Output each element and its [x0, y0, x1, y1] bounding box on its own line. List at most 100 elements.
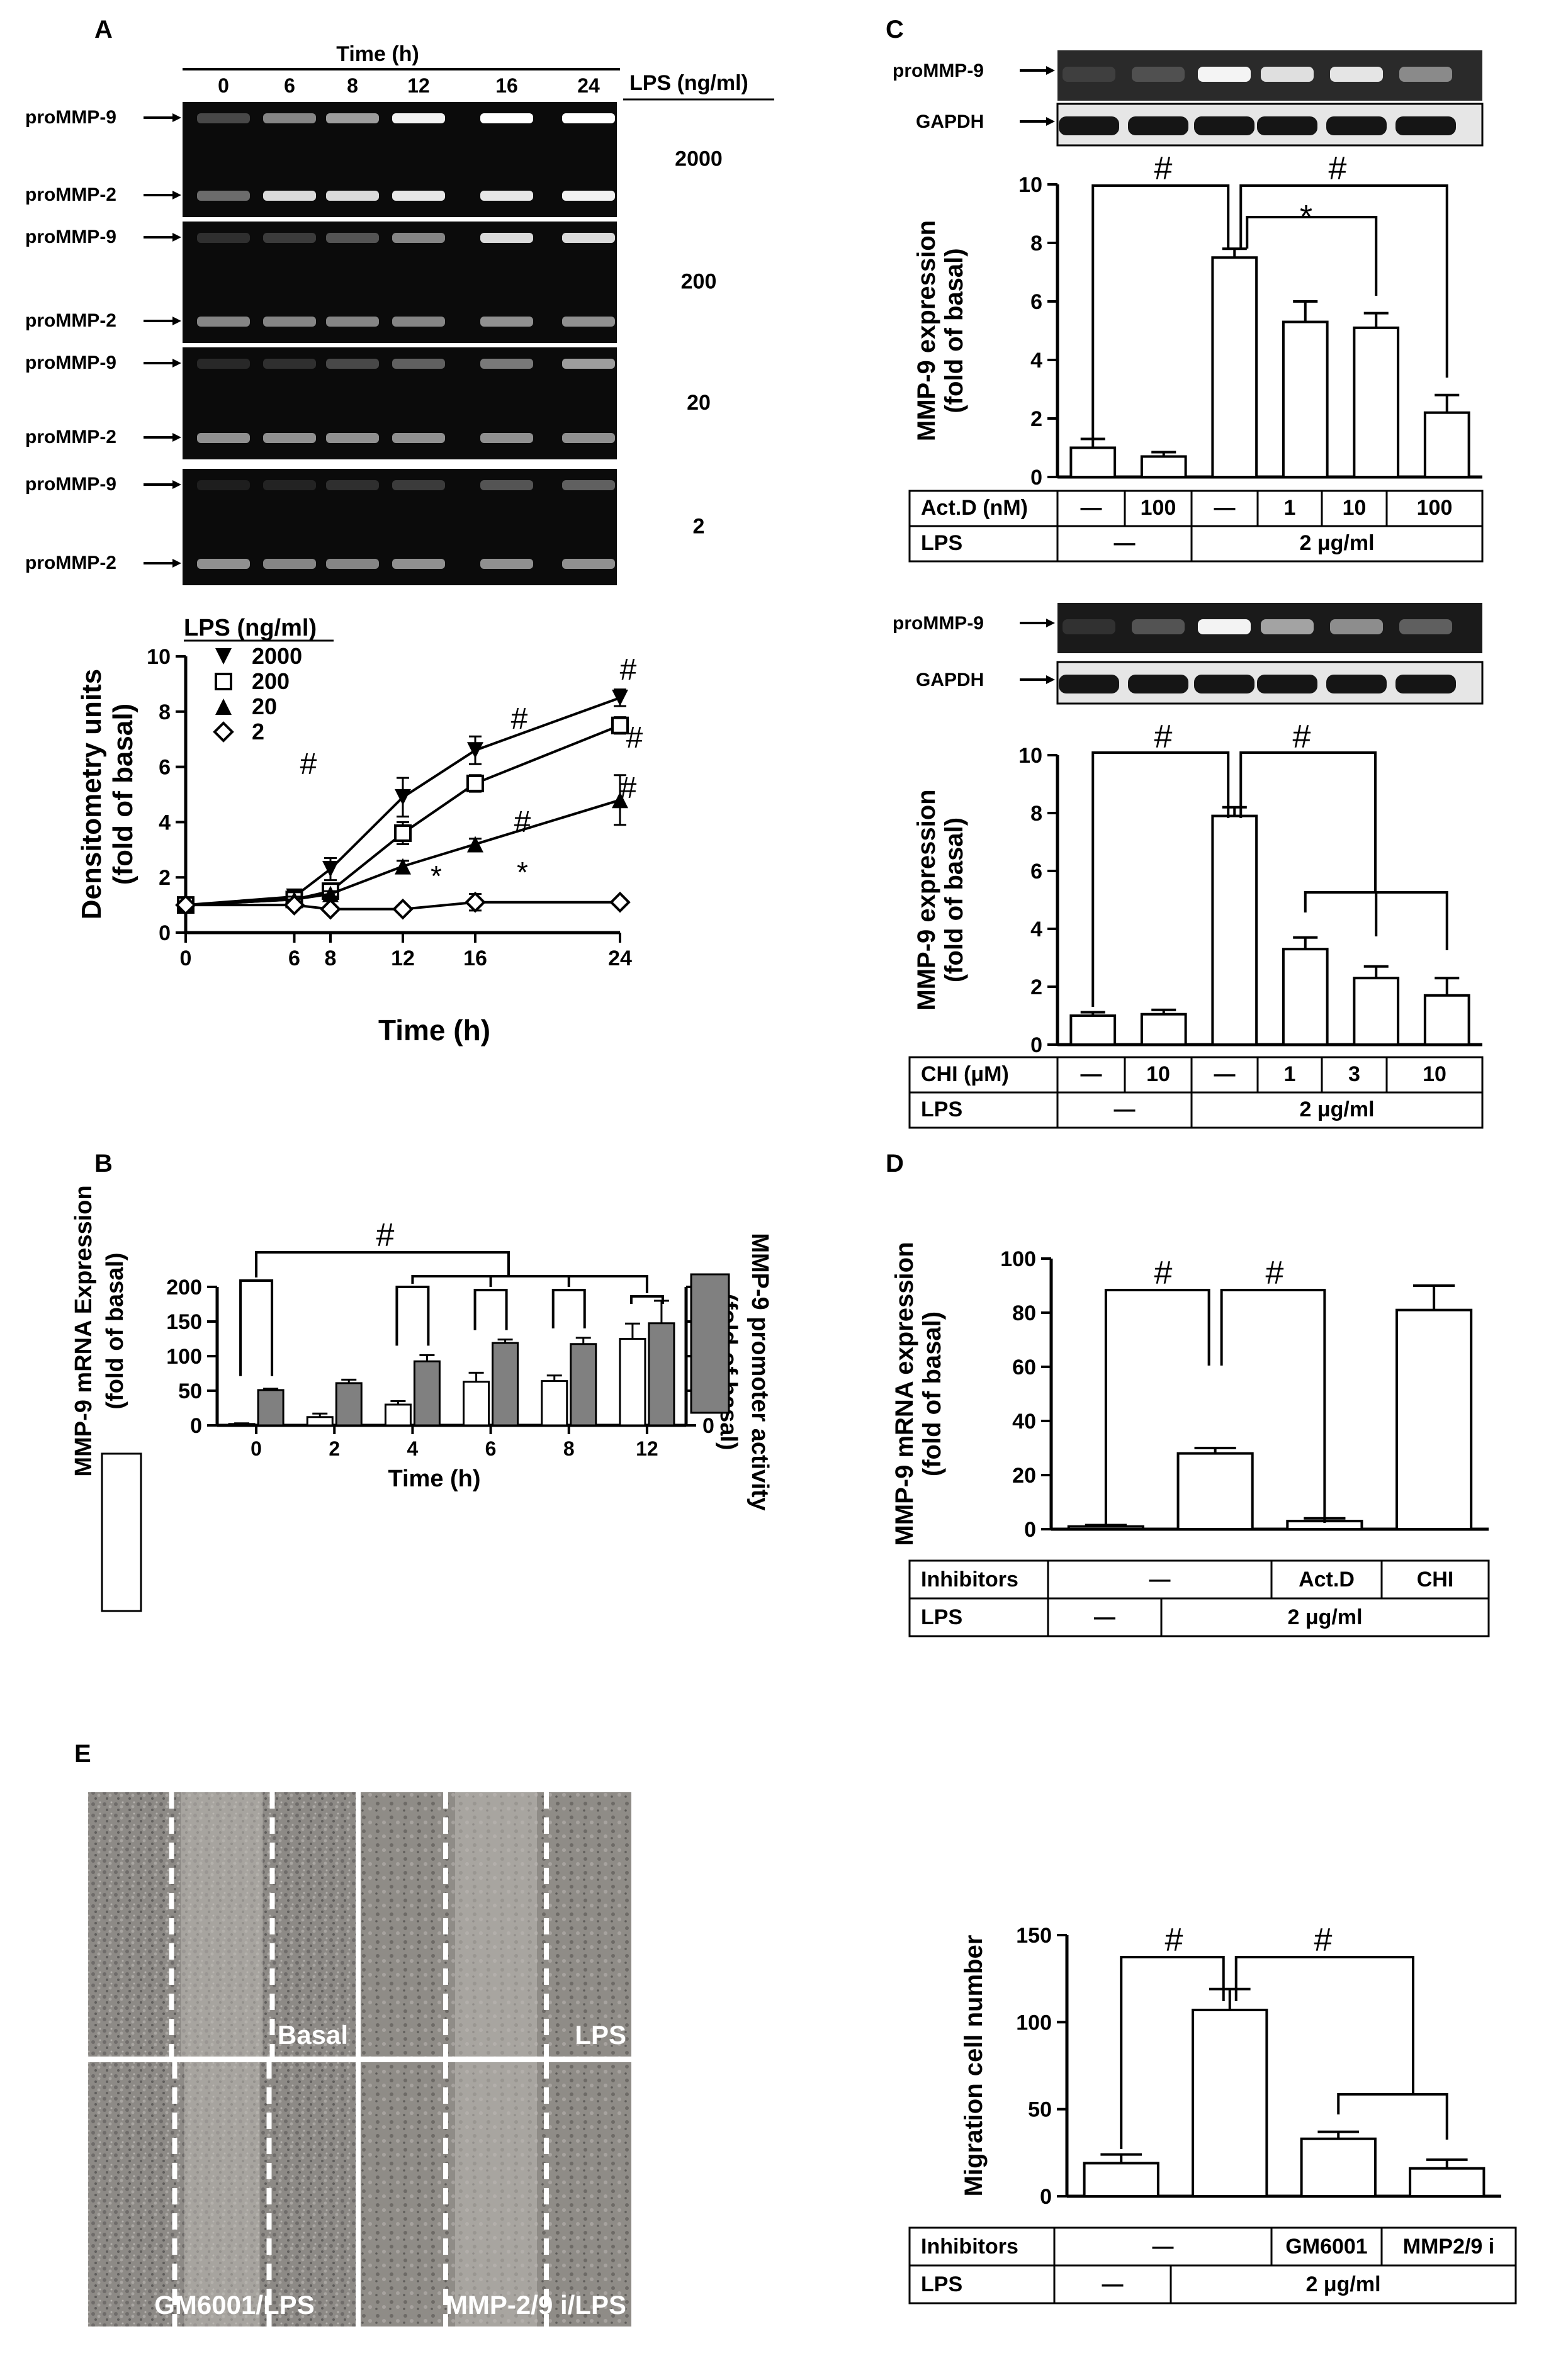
y-tick-label: 200: [166, 1276, 202, 1299]
series-line-20: [185, 799, 621, 907]
panel-d-letter: D: [886, 1150, 904, 1177]
gel-a-band-mmp9: [197, 113, 250, 123]
blot-c-top: proMMP-9 GAPDH: [893, 50, 1484, 147]
y-axis-label-2: (fold of basal): [918, 1311, 946, 1476]
bar-promoter: [335, 1382, 363, 1427]
marker-triangle-down: [612, 689, 628, 706]
bracket: [1239, 184, 1448, 378]
gel-a-label-mmp9: proMMP-9: [25, 107, 116, 128]
bracket: [1120, 1956, 1225, 2149]
y-axis-label: MMP-9 mRNA Expression: [70, 1185, 97, 1476]
x-tick-label: 12: [391, 946, 415, 970]
blot-band-gapdh: [1257, 116, 1317, 135]
y-axis-label: Densitometry units: [76, 669, 107, 920]
bar-promoter: [648, 1322, 675, 1427]
sig-hash: #: [1266, 1255, 1284, 1291]
bar-promoter: [257, 1389, 285, 1427]
gel-a-band-mmp2: [562, 191, 615, 201]
y-tick-label: 60: [1012, 1356, 1036, 1379]
y-tick-label: 10: [1018, 744, 1042, 768]
marker-diamond: [175, 894, 196, 916]
table-row2-label: LPS: [921, 2272, 962, 2296]
bar-mrna: [463, 1381, 490, 1427]
chart-c-bottom: 0 2 4 6 8 10 MMP-9 expression (fold of basal) # #: [913, 719, 1482, 1057]
gel-a-band-mmp9: [326, 113, 379, 123]
table-cell: MMP2/9 i: [1403, 2235, 1494, 2259]
table-cell: 2 μg/ml: [1299, 1097, 1374, 1121]
x-tick-label: 12: [636, 1437, 658, 1460]
y-axis-label: MMP-9 mRNA expression: [891, 1242, 918, 1546]
blot-band-gapdh: [1128, 675, 1188, 693]
blot-band-mmp9: [1330, 619, 1383, 634]
gel-a-dose: 20: [687, 391, 711, 415]
y-tick-label: 0: [159, 921, 171, 945]
blot-band-mmp9: [1330, 67, 1383, 82]
gel-a-time-label: 6: [284, 74, 295, 97]
bar: [1192, 2008, 1268, 2198]
bar: [1409, 2167, 1486, 2198]
bar: [1067, 1525, 1144, 1530]
blot-band-gapdh: [1194, 675, 1254, 693]
y-tick-label: 100: [1016, 2011, 1052, 2035]
bar-promoter: [413, 1360, 441, 1427]
bar: [1395, 1308, 1473, 1530]
table-cell: —: [1094, 1605, 1115, 1629]
y-axis-label-2: (fold of basal): [102, 1252, 128, 1409]
blot-band-mmp9: [1132, 67, 1185, 82]
bar-mrna: [384, 1403, 412, 1427]
y-tick-label: 0: [1024, 1518, 1036, 1542]
marker-square: [611, 716, 629, 734]
scratch-gap: [184, 2062, 260, 2327]
bracket: [1091, 751, 1230, 1007]
gel-a-band-mmp9: [480, 480, 533, 490]
series-line-2000: [185, 696, 621, 907]
bar: [1083, 2162, 1159, 2198]
blot-band-gapdh: [1128, 116, 1188, 135]
sig-hash: #: [1165, 1922, 1183, 1958]
gel-a-band-mmp9: [480, 359, 533, 369]
gel-a-time-label: 0: [218, 74, 229, 97]
blot-band-mmp9: [1063, 67, 1115, 82]
sig-hash: #: [1314, 1922, 1333, 1958]
x-tick-label: 4: [407, 1437, 419, 1460]
bar: [1069, 1014, 1117, 1046]
gel-a-time-label: 12: [407, 74, 430, 97]
legend-title: LPS (ng/ml): [184, 615, 317, 641]
bar: [1069, 446, 1117, 478]
y-tick-label: 0: [1040, 2185, 1052, 2209]
gel-a-band-mmp9: [263, 113, 316, 123]
bracket: [1246, 216, 1378, 296]
marker-diamond: [283, 894, 305, 916]
gel-a-arrowhead: [172, 191, 181, 199]
marker-triangle-down: [395, 789, 411, 805]
gel-a-band-mmp2: [197, 317, 250, 327]
bar: [1423, 411, 1470, 479]
blot-arrowhead: [1046, 675, 1055, 684]
panel-e-letter: E: [74, 1740, 91, 1768]
gel-a-band-mmp9: [562, 113, 615, 123]
gel-a-dose: 200: [681, 270, 717, 294]
y-tick-label: 150: [166, 1310, 202, 1334]
y-axis-label: Migration cell number: [960, 1935, 988, 2197]
bar-mrna: [306, 1416, 334, 1427]
y-axis-label: MMP-9 expression: [913, 789, 940, 1010]
blot-label-gapdh: GAPDH: [916, 111, 984, 132]
migration-images: Basal LPS GM6001/LPS MMP-2/9 i/LPS: [88, 1792, 631, 2327]
y-tick-label: 20: [1012, 1464, 1036, 1488]
y-tick-label: 150: [1016, 1924, 1052, 1948]
image-label: GM6001/LPS: [154, 2290, 314, 2320]
legend-swatch-promoter: [690, 1273, 730, 1414]
gel-a-band-mmp2: [480, 191, 533, 201]
blot-band-gapdh: [1257, 675, 1317, 693]
gel-a-band-mmp9: [562, 359, 615, 369]
blot-band-mmp9: [1399, 619, 1452, 634]
marker-diamond: [320, 898, 341, 920]
blot-band-mmp9: [1132, 619, 1185, 634]
gel-a-band-mmp2: [392, 317, 445, 327]
table-row2-label: LPS: [921, 1097, 962, 1121]
table-c-top: Act.D (nM)LPS— 100—1 10 100— 2 μg/ml: [908, 490, 1484, 563]
gel-a-band-mmp2: [263, 559, 316, 569]
y-tick-label: 4: [159, 811, 171, 834]
gel-a-band-mmp9: [480, 233, 533, 243]
x-axis-label: Time (h): [388, 1466, 480, 1492]
